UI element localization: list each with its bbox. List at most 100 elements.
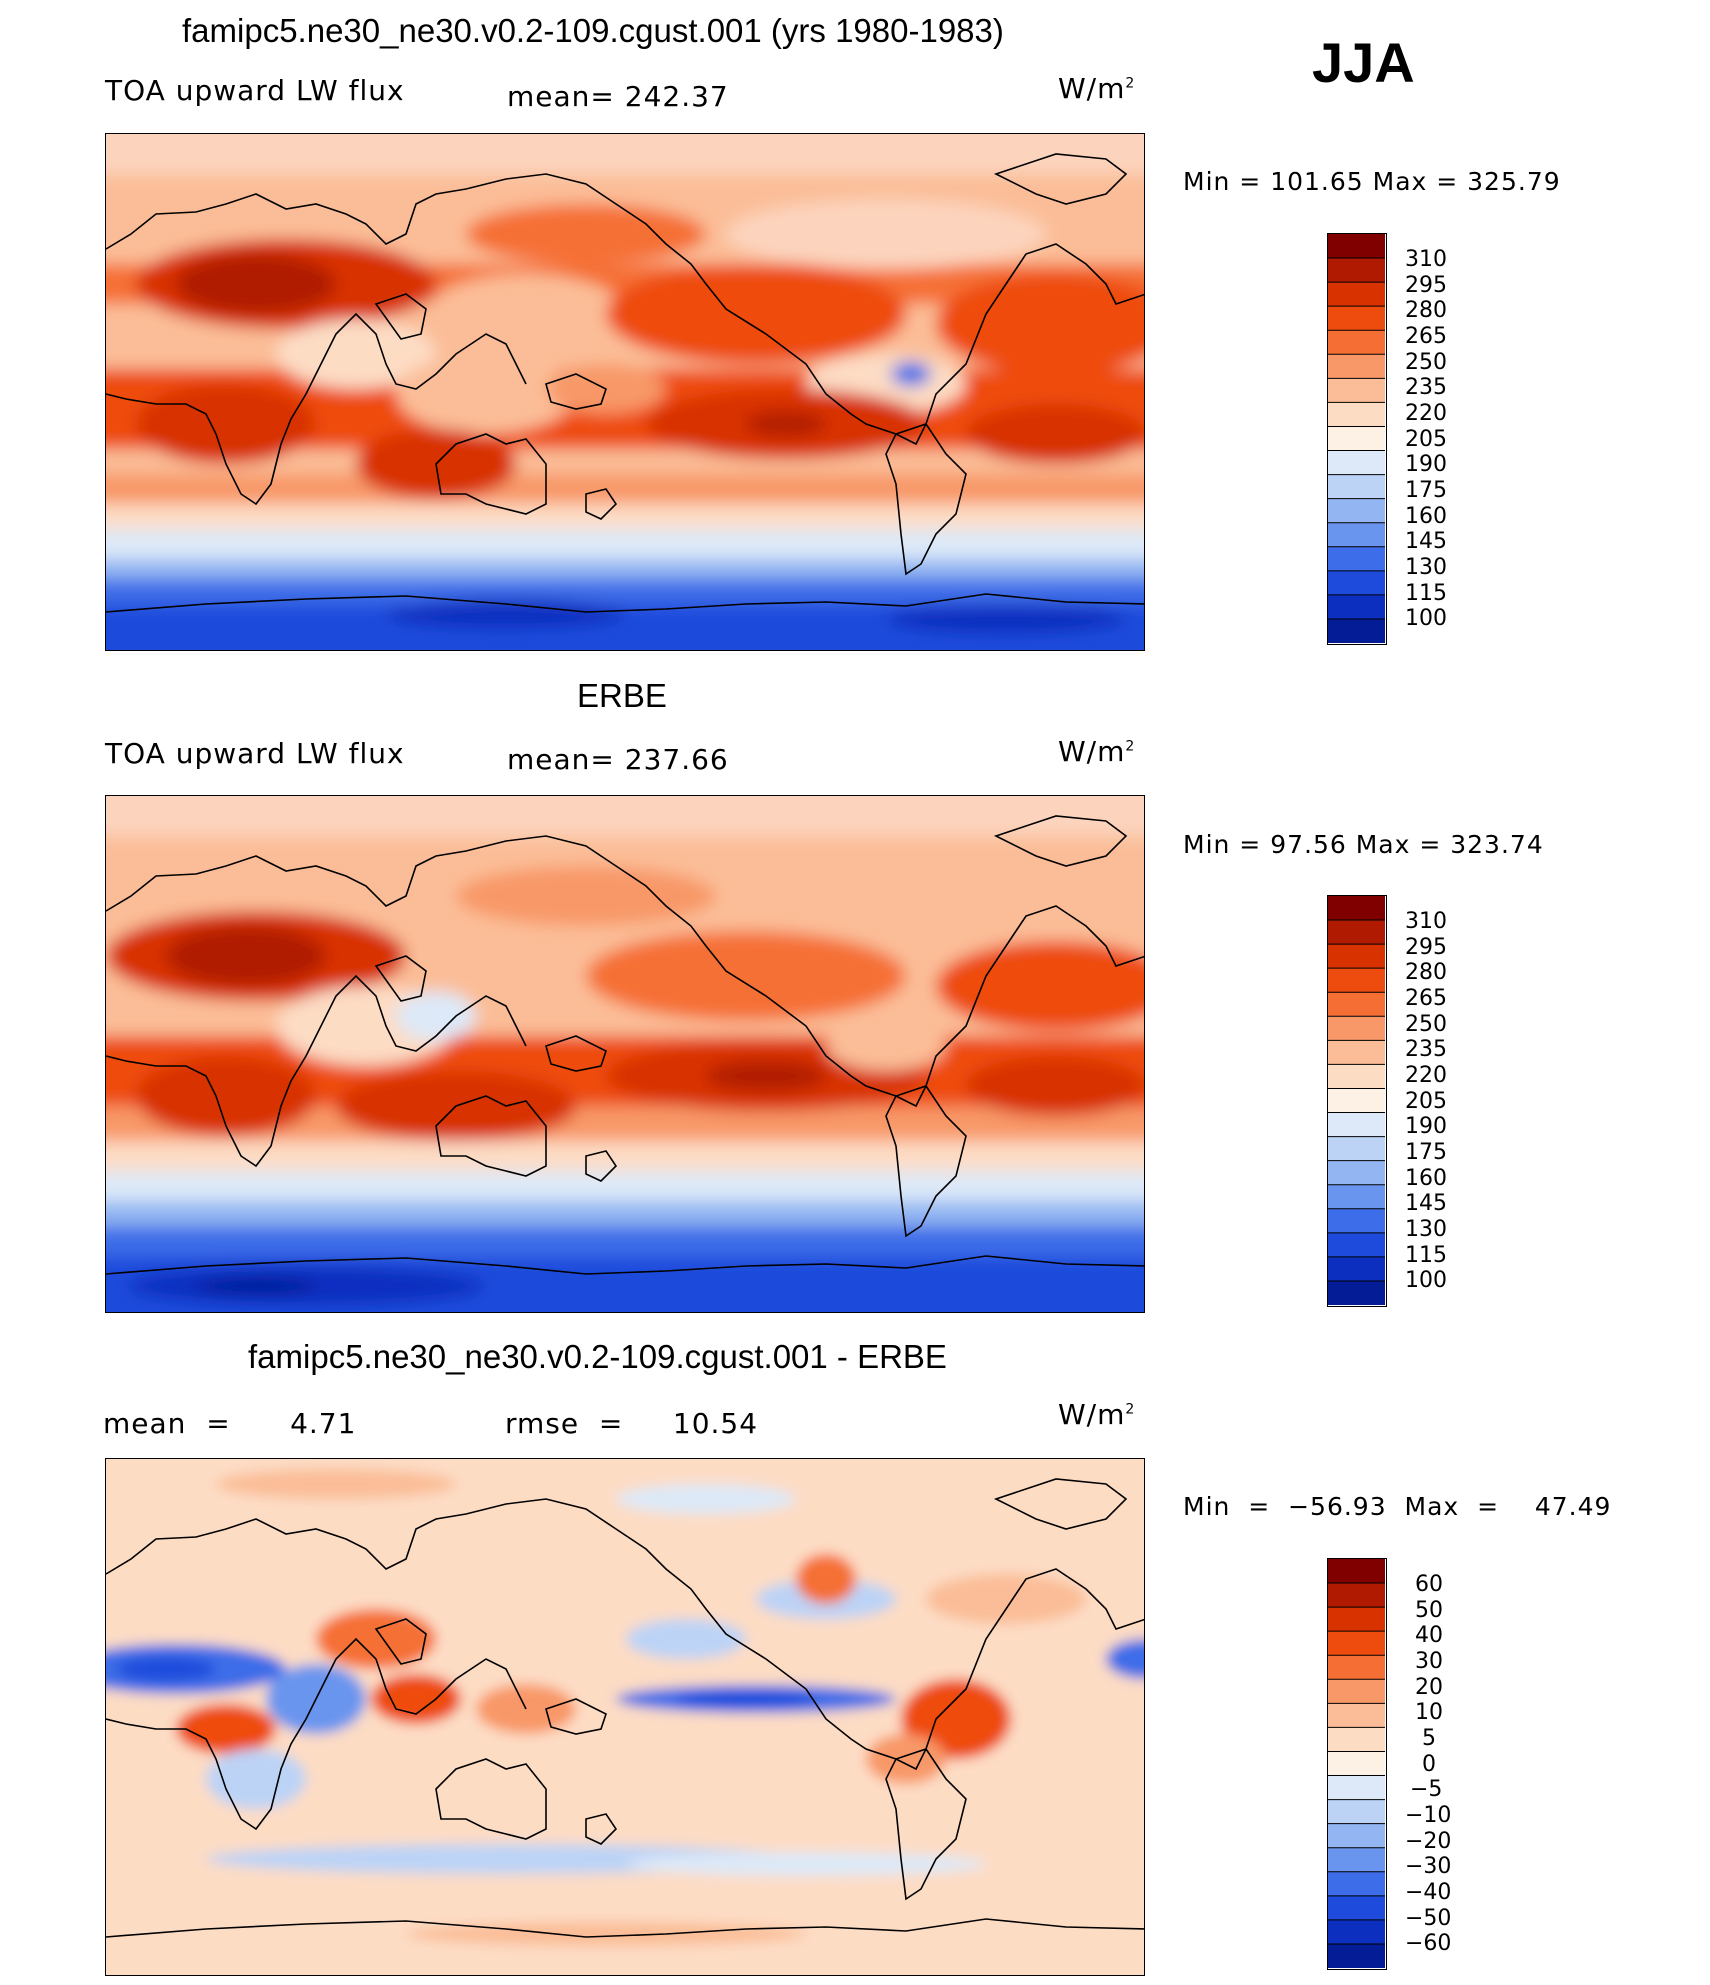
colorbar-segment bbox=[1328, 1799, 1385, 1825]
cbar-label: 205 bbox=[1405, 427, 1447, 452]
colorbar-segment bbox=[1328, 1943, 1385, 1968]
cbar-label: 250 bbox=[1405, 350, 1447, 375]
panel-2-colorbar bbox=[1327, 895, 1387, 1307]
panel-1-model-map bbox=[105, 133, 1145, 651]
panel-2-observed-map bbox=[105, 795, 1145, 1313]
cbar-label: −50 bbox=[1405, 1906, 1452, 1931]
panel-1-colorbar bbox=[1327, 233, 1387, 645]
cbar-label: 250 bbox=[1405, 1012, 1447, 1037]
colorbar-segment bbox=[1328, 498, 1385, 524]
colorbar-segment bbox=[1328, 258, 1385, 283]
cbar-label: 130 bbox=[1405, 1217, 1447, 1242]
colorbar-segment bbox=[1328, 1775, 1385, 1801]
cbar-label: 100 bbox=[1405, 1268, 1447, 1293]
colorbar-segment bbox=[1328, 992, 1385, 1017]
cbar-label: 295 bbox=[1405, 935, 1447, 960]
colorbar-segment bbox=[1328, 944, 1385, 969]
colorbar-segment bbox=[1328, 426, 1385, 452]
cbar-label: 235 bbox=[1405, 375, 1447, 400]
colorbar-segment bbox=[1328, 330, 1385, 355]
colorbar-segment bbox=[1328, 1751, 1385, 1777]
colorbar-segment bbox=[1328, 1040, 1385, 1065]
colorbar-segment bbox=[1328, 1280, 1385, 1305]
cbar-label: 10 bbox=[1415, 1700, 1443, 1725]
colorbar-segment bbox=[1328, 1088, 1385, 1114]
panel-1-variable-label: TOA upward LW flux bbox=[105, 74, 405, 107]
panel-3-units: W/m2 bbox=[1058, 1398, 1136, 1431]
cbar-label: 190 bbox=[1405, 1114, 1447, 1139]
cbar-label: 160 bbox=[1405, 1166, 1447, 1191]
cbar-label: 175 bbox=[1405, 478, 1447, 503]
cbar-label: −5 bbox=[1410, 1777, 1443, 1802]
colorbar-segment bbox=[1328, 1895, 1385, 1921]
cbar-label: −60 bbox=[1405, 1931, 1452, 1956]
cbar-label: 310 bbox=[1405, 247, 1447, 272]
colorbar-segment bbox=[1328, 968, 1385, 993]
panel-3-mean-label: mean = 4.71 bbox=[103, 1407, 357, 1440]
cbar-label: 160 bbox=[1405, 504, 1447, 529]
colorbar-segment bbox=[1328, 1583, 1385, 1608]
colorbar-segment bbox=[1328, 378, 1385, 403]
colorbar-segment bbox=[1328, 1703, 1385, 1728]
cbar-label: 5 bbox=[1422, 1726, 1436, 1751]
colorbar-segment bbox=[1328, 354, 1385, 379]
cbar-label: 145 bbox=[1405, 1191, 1447, 1216]
cbar-label: 175 bbox=[1405, 1140, 1447, 1165]
panel-3-minmax: Min = −56.93 Max = 47.49 bbox=[1183, 1492, 1612, 1521]
cbar-label: 190 bbox=[1405, 452, 1447, 477]
cbar-label: −30 bbox=[1405, 1854, 1452, 1879]
cbar-label: 0 bbox=[1422, 1752, 1436, 1777]
colorbar-segment bbox=[1328, 1871, 1385, 1897]
panel-2-minmax: Min = 97.56 Max = 323.74 bbox=[1183, 830, 1544, 859]
colorbar-segment bbox=[1328, 1208, 1385, 1234]
cbar-label: −40 bbox=[1405, 1880, 1452, 1905]
cbar-label: 265 bbox=[1405, 324, 1447, 349]
colorbar-segment bbox=[1328, 618, 1385, 643]
colorbar-segment bbox=[1328, 546, 1385, 572]
colorbar-segment bbox=[1328, 1823, 1385, 1849]
cbar-label: 20 bbox=[1415, 1675, 1443, 1700]
cbar-label: 100 bbox=[1405, 606, 1447, 631]
cbar-label: 235 bbox=[1405, 1037, 1447, 1062]
colorbar-segment bbox=[1328, 1655, 1385, 1680]
cbar-label: 280 bbox=[1405, 960, 1447, 985]
panel-3-difference-map bbox=[105, 1458, 1145, 1976]
cbar-label: 130 bbox=[1405, 555, 1447, 580]
panel-2-title: ERBE bbox=[577, 677, 667, 714]
colorbar-segment bbox=[1328, 1847, 1385, 1873]
colorbar-segment bbox=[1328, 1136, 1385, 1162]
colorbar-segment bbox=[1328, 402, 1385, 427]
colorbar-segment bbox=[1328, 1727, 1385, 1752]
cbar-label: 310 bbox=[1405, 909, 1447, 934]
panel-3-title: famipc5.ne30_ne30.v0.2-109.cgust.001 - E… bbox=[248, 1338, 947, 1375]
cbar-label: −10 bbox=[1405, 1803, 1452, 1828]
cbar-label: 145 bbox=[1405, 529, 1447, 554]
cbar-label: 280 bbox=[1405, 298, 1447, 323]
colorbar-segment bbox=[1328, 594, 1385, 620]
cbar-label: 220 bbox=[1405, 1063, 1447, 1088]
panel-3-rmse-label: rmse = 10.54 bbox=[505, 1407, 759, 1440]
panel-1-title: famipc5.ne30_ne30.v0.2-109.cgust.001 (yr… bbox=[182, 12, 1004, 49]
colorbar-segment bbox=[1328, 450, 1385, 476]
panel-1-units: W/m2 bbox=[1058, 72, 1136, 105]
colorbar-segment bbox=[1328, 1112, 1385, 1138]
panel-1-minmax: Min = 101.65 Max = 325.79 bbox=[1183, 167, 1561, 196]
season-label: JJA bbox=[1312, 31, 1415, 94]
colorbar-segment bbox=[1328, 474, 1385, 500]
colorbar-segment bbox=[1328, 896, 1385, 921]
cbar-label: 115 bbox=[1405, 581, 1447, 606]
panel-1-mean-label: mean= 242.37 bbox=[507, 80, 729, 113]
panel-2-mean-label: mean= 237.66 bbox=[507, 743, 729, 776]
cbar-label: 60 bbox=[1415, 1572, 1443, 1597]
colorbar-segment bbox=[1328, 1256, 1385, 1282]
panel-2-variable-label: TOA upward LW flux bbox=[105, 737, 405, 770]
colorbar-segment bbox=[1328, 920, 1385, 945]
colorbar-segment bbox=[1328, 1679, 1385, 1704]
colorbar-segment bbox=[1328, 570, 1385, 596]
colorbar-segment bbox=[1328, 1184, 1385, 1210]
panel-3-colorbar bbox=[1327, 1558, 1387, 1970]
cbar-label: 30 bbox=[1415, 1649, 1443, 1674]
colorbar-segment bbox=[1328, 1016, 1385, 1041]
cbar-label: 205 bbox=[1405, 1089, 1447, 1114]
colorbar-segment bbox=[1328, 1631, 1385, 1656]
